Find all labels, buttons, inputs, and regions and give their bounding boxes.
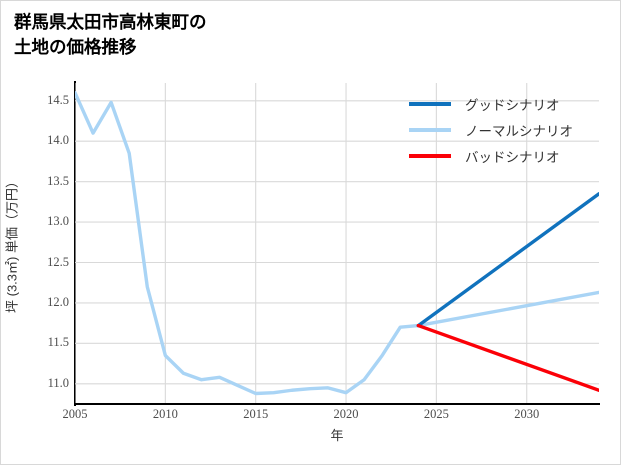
y-tick-label: 12.0 xyxy=(47,294,69,309)
y-axis-title: 坪 (3.3㎡) 単価（万円） xyxy=(4,175,20,313)
x-tick-label: 2005 xyxy=(62,407,88,421)
legend-item[interactable]: バッドシナリオ xyxy=(409,143,615,169)
x-axis-tick-labels: 2005 2010 2015 2020 2025 2030 xyxy=(1,407,621,429)
legend-label: バッドシナリオ xyxy=(465,150,560,165)
x-tick-label: 2020 xyxy=(333,407,359,421)
x-axis-spine xyxy=(74,403,600,405)
x-tick-label: 2030 xyxy=(514,407,540,421)
series-line xyxy=(416,323,599,392)
chart-svg xyxy=(75,83,599,404)
legend-swatch-line-icon xyxy=(409,128,451,132)
legend-swatch-line-icon xyxy=(409,154,451,158)
y-tick-label: 11.5 xyxy=(47,335,69,350)
x-axis-title: 年 xyxy=(330,428,344,443)
y-axis-tick-labels: 11.0 11.5 12.0 12.5 13.0 13.5 14.0 14.5 xyxy=(1,1,69,466)
y-tick-label: 13.5 xyxy=(47,173,69,188)
x-tick-label: 2015 xyxy=(243,407,269,421)
legend-item[interactable]: グッドシナリオ xyxy=(409,91,615,117)
legend-label: グッドシナリオ xyxy=(465,98,560,113)
y-tick-label: 11.0 xyxy=(47,375,69,390)
chart-title: 群馬県太田市高林東町の 土地の価格推移 xyxy=(14,12,207,57)
legend-item[interactable]: ノーマルシナリオ xyxy=(409,117,615,143)
x-tick-label: 2025 xyxy=(423,407,449,421)
chart-legend: グッドシナリオ ノーマルシナリオ バッドシナリオ xyxy=(409,91,615,169)
legend-label: ノーマルシナリオ xyxy=(465,124,573,139)
gridlines xyxy=(75,83,599,404)
series-line xyxy=(75,90,599,396)
y-tick-label: 12.5 xyxy=(47,254,69,269)
y-tick-label: 14.0 xyxy=(47,133,69,148)
legend-swatch-line-icon xyxy=(409,102,451,106)
series-line xyxy=(416,192,599,328)
y-tick-label: 13.0 xyxy=(47,214,69,229)
y-tick-label: 14.5 xyxy=(47,92,69,107)
plot-area xyxy=(75,83,599,404)
series-lines xyxy=(75,90,599,396)
x-tick-label: 2010 xyxy=(152,407,178,421)
